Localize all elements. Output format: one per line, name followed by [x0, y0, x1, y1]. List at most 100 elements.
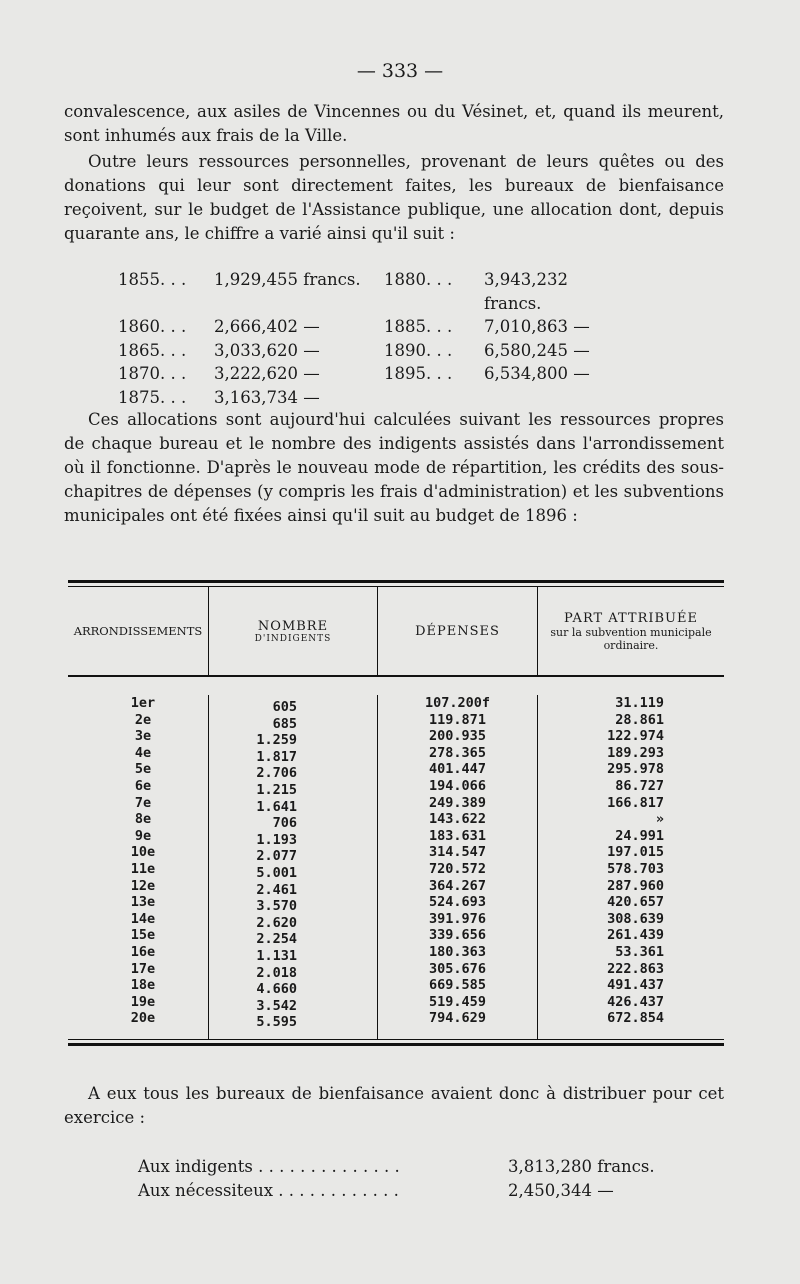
cell-part: 31.119: [615, 695, 664, 711]
cell-part: 53.361: [615, 943, 664, 960]
cell-arr: 7e: [134, 794, 152, 811]
cell-arr: 6e: [134, 777, 152, 794]
cell-depenses: 401.447: [429, 761, 486, 778]
cell-nombre: 1.641: [256, 798, 297, 815]
allocation-year2: 1885. . .: [384, 317, 453, 336]
table-header: ARRONDISSEMENTS NOMBRE D'INDIGENTS DÉPENS…: [68, 587, 724, 677]
paragraph-4: A eux tous les bureaux de bienfaisance a…: [64, 1084, 724, 1127]
column-nombre: 605 685 1.259 1.817 2.706 1.215 1.641 706 1.193 2…: [208, 695, 377, 1039]
cell-nombre: 685: [272, 715, 297, 732]
allocation-row: 1875. . . 3,163,734 —: [118, 386, 594, 410]
cell-arr: 14e: [130, 910, 156, 927]
cell-arr: 19e: [130, 993, 156, 1010]
cell-part: 261.439: [607, 927, 664, 944]
cell-depenses: 305.676: [429, 960, 486, 977]
header-nombre-sub: D'INDIGENTS: [254, 633, 332, 644]
cell-part: 672.854: [607, 1010, 664, 1027]
header-depenses: DÉPENSES: [415, 623, 500, 639]
total-value: 2,450,344 —: [508, 1181, 614, 1200]
cell-nombre: 2.018: [256, 964, 297, 981]
cell-nombre: 1.131: [256, 947, 297, 964]
cell-nombre: 2.461: [256, 881, 297, 898]
cell-part: 28.861: [615, 711, 664, 728]
cell-nombre: 1.259: [256, 732, 297, 749]
cell-depenses: 278.365: [429, 744, 486, 761]
allocation-year: 1860. . .: [118, 317, 187, 336]
header-arrondissements: ARRONDISSEMENTS: [73, 624, 203, 638]
cell-part: 122.974: [607, 728, 664, 745]
cell-part: »: [655, 811, 664, 828]
cell-nombre: 3.570: [256, 898, 297, 915]
allocation-year: 1875. . .: [118, 387, 187, 407]
cell-depenses: 107.200f: [424, 695, 491, 711]
budget-table: ARRONDISSEMENTS NOMBRE D'INDIGENTS DÉPENS…: [68, 580, 724, 1046]
paragraph-3: Ces allocations sont aujourd'hui calculé…: [64, 410, 724, 525]
cell-nombre: 2.706: [256, 765, 297, 782]
allocation-year: 1855. . .: [118, 270, 187, 289]
cell-depenses: 143.622: [429, 811, 486, 828]
cell-part: 287.960: [607, 877, 664, 894]
cell-depenses: 794.629: [429, 1010, 486, 1027]
table-bottom-rule: [68, 1038, 724, 1046]
header-part: PART ATTRIBUÉE: [564, 610, 698, 626]
cell-depenses: 669.585: [429, 977, 486, 994]
allocation-amount2: 6,580,245 —: [484, 340, 590, 360]
allocation-amount: 3,222,620 —: [214, 364, 320, 383]
cell-nombre: 5.595: [256, 1014, 297, 1031]
column-part: 31.119 28.861 122.974 189.293 295.978 86.727 1…: [537, 695, 724, 1039]
cell-part: 86.727: [615, 777, 664, 794]
cell-part: 189.293: [607, 744, 664, 761]
cell-nombre: 1.817: [256, 748, 297, 765]
allocation-list: 1855. . . 1,929,455 francs. 1880. . . 3,943…: [118, 268, 594, 409]
cell-arr: 20e: [130, 1010, 156, 1027]
total-value: 3,813,280 francs.: [508, 1157, 655, 1176]
cell-nombre: 706: [272, 815, 297, 832]
allocation-amount: 2,666,402 —: [214, 317, 320, 336]
cell-part: 426.437: [607, 993, 664, 1010]
cell-part: 491.437: [607, 977, 664, 994]
allocation-row: 1870. . . 3,222,620 — 1895. . . 6,534,800 —: [118, 362, 594, 386]
cell-depenses: 200.935: [429, 728, 486, 745]
cell-depenses: 194.066: [429, 777, 486, 794]
cell-arr: 16e: [130, 943, 156, 960]
cell-arr: 1er: [130, 695, 156, 711]
cell-arr: 8e: [134, 811, 152, 828]
cell-nombre: 1.215: [256, 781, 297, 798]
cell-nombre: 2.620: [256, 914, 297, 931]
allocation-year2: 1890. . .: [384, 340, 453, 360]
cell-depenses: 183.631: [429, 827, 486, 844]
cell-depenses: 391.976: [429, 910, 486, 927]
cell-depenses: 314.547: [429, 844, 486, 861]
cell-depenses: 519.459: [429, 993, 486, 1010]
total-label: Aux indigents . . . . . . . . . . . . . …: [138, 1157, 400, 1176]
cell-nombre: 3.542: [256, 997, 297, 1014]
total-label: Aux nécessiteux . . . . . . . . . . . .: [138, 1181, 399, 1200]
cell-part: 295.978: [607, 761, 664, 778]
column-depenses: 107.200f 119.871 200.935 278.365 401.447 194.…: [377, 695, 537, 1039]
cell-nombre: 605: [272, 699, 297, 715]
cell-arr: 10e: [130, 844, 156, 861]
cell-arr: 13e: [130, 894, 156, 911]
paragraph-1: convalescence, aux asiles de Vincennes o…: [64, 102, 724, 145]
allocation-row: 1860. . . 2,666,402 — 1885. . . 7,010,863 —: [118, 315, 594, 339]
cell-nombre: 5.001: [256, 864, 297, 881]
cell-part: 420.657: [607, 894, 664, 911]
total-row: Aux nécessiteux . . . . . . . . . . . . 2…: [138, 1179, 655, 1203]
cell-depenses: 524.693: [429, 894, 486, 911]
cell-part: 166.817: [607, 794, 664, 811]
header-nombre: NOMBRE: [257, 618, 329, 634]
allocation-amount2: 3,943,232 francs.: [484, 270, 568, 313]
cell-arr: 18e: [130, 977, 156, 994]
paragraph-2: Outre leurs ressources personnelles, pro…: [64, 152, 724, 243]
allocation-amount: 3,163,734 —: [214, 387, 320, 407]
allocation-amount2: 7,010,863 —: [484, 317, 590, 336]
cell-arr: 3e: [134, 728, 152, 745]
page-number: — 333 —: [356, 60, 444, 82]
cell-depenses: 720.572: [429, 860, 486, 877]
cell-depenses: 119.871: [429, 711, 486, 728]
header-part-sub: sur la subvention municipale ordinaire.: [550, 625, 712, 652]
cell-depenses: 180.363: [429, 943, 486, 960]
cell-arr: 2e: [134, 711, 152, 728]
cell-arr: 4e: [134, 744, 152, 761]
